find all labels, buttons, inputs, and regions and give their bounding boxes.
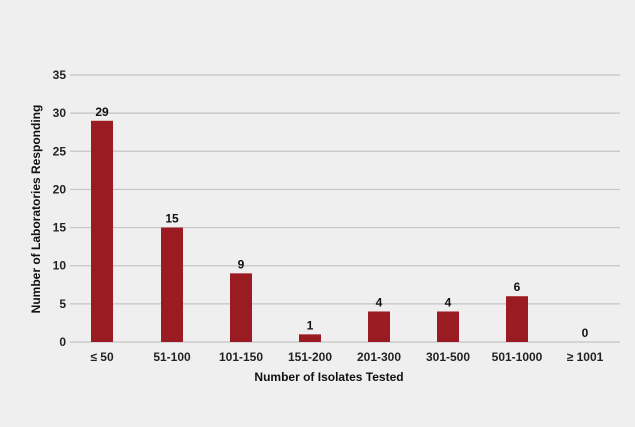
bars — [91, 120, 528, 343]
x-category-label: ≥ 1001 — [567, 350, 604, 364]
x-category-label: 51-100 — [153, 350, 191, 364]
gridlines — [70, 74, 620, 343]
bar — [368, 311, 390, 342]
bar — [161, 227, 183, 342]
bar — [506, 296, 528, 342]
bar — [230, 273, 252, 342]
y-axis-ticks: 0 5 10 15 20 25 30 35 — [53, 68, 67, 349]
data-label: 15 — [165, 212, 179, 226]
bar — [299, 334, 321, 342]
bar — [437, 311, 459, 342]
y-tick-label: 25 — [53, 144, 67, 158]
data-label: 6 — [514, 280, 521, 294]
y-tick-label: 15 — [53, 221, 67, 235]
data-labels: 29 15 9 1 4 4 6 0 — [95, 105, 588, 340]
x-axis-categories: ≤ 50 51-100 101-150 151-200 201-300 301-500 50… — [90, 350, 603, 364]
y-tick-label: 10 — [53, 259, 67, 273]
data-label: 1 — [307, 318, 314, 332]
x-category-label: 301-500 — [426, 350, 470, 364]
x-category-label: 201-300 — [357, 350, 401, 364]
y-axis-title: Number of Laboratories Responding — [29, 105, 43, 314]
data-label: 9 — [238, 257, 245, 271]
y-tick-label: 5 — [59, 297, 66, 311]
y-tick-label: 30 — [53, 106, 67, 120]
data-label: 4 — [445, 295, 452, 309]
x-category-label: 151-200 — [288, 350, 332, 364]
x-axis-title: Number of Isolates Tested — [254, 370, 403, 384]
y-tick-label: 35 — [53, 68, 67, 82]
y-tick-label: 0 — [59, 335, 66, 349]
x-category-label: 501-1000 — [492, 350, 543, 364]
data-label: 4 — [376, 295, 383, 309]
data-label: 29 — [95, 105, 109, 119]
x-category-label: ≤ 50 — [90, 350, 114, 364]
x-category-label: 101-150 — [219, 350, 263, 364]
data-label: 0 — [582, 326, 589, 340]
bar — [91, 120, 113, 343]
y-tick-label: 20 — [53, 182, 67, 196]
